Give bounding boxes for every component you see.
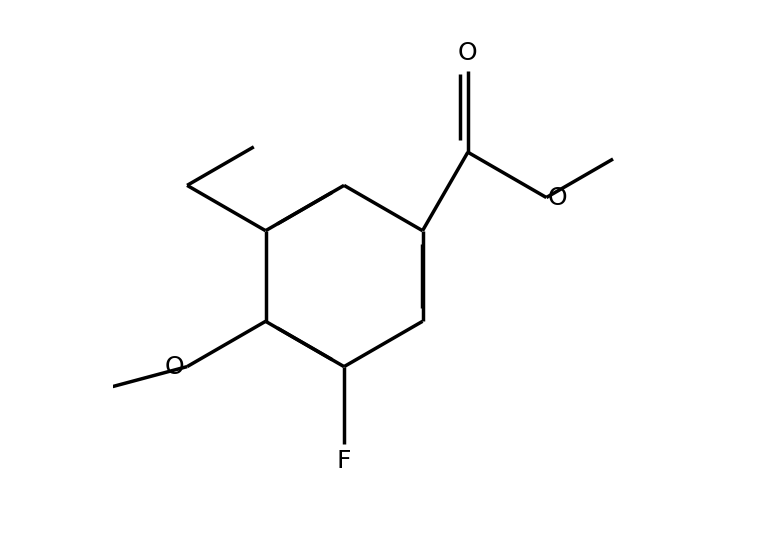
Text: O: O (458, 41, 478, 65)
Text: F: F (337, 449, 352, 473)
Text: O: O (548, 185, 567, 210)
Text: O: O (165, 354, 185, 379)
